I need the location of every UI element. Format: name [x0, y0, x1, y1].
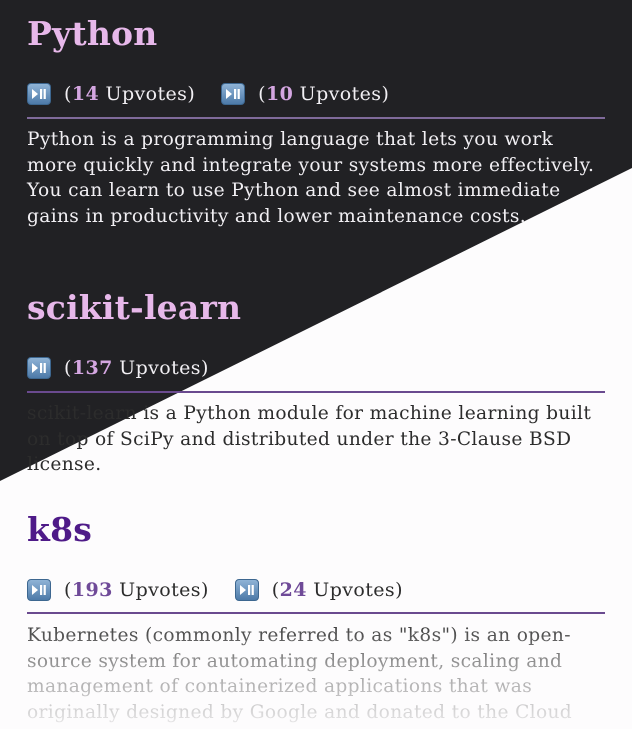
divider	[27, 391, 605, 393]
upvote-count: (14 Upvotes)	[64, 83, 196, 105]
play-pause-icon[interactable]	[234, 579, 259, 601]
entry-description: scikit-learn is a Python module for mach…	[27, 403, 592, 476]
entry-votes: (137 Upvotes)	[27, 353, 235, 383]
entry-python: Python	[27, 14, 607, 54]
entry-description: Kubernetes (commonly referred to as "k8s…	[27, 625, 573, 724]
vote-item: (10 Upvotes)	[221, 83, 389, 105]
entry-description: Python is a programming language that le…	[27, 129, 595, 228]
upvote-count: (137 Upvotes)	[64, 357, 209, 379]
divider	[27, 612, 605, 614]
entry-title: Python	[27, 14, 158, 53]
vote-item: (24 Upvotes)	[234, 579, 403, 601]
vote-item: (193 Upvotes)	[27, 579, 209, 601]
upvote-count: (193 Upvotes)	[64, 579, 209, 601]
play-pause-icon[interactable]	[221, 83, 246, 105]
upvote-count: (10 Upvotes)	[258, 83, 390, 105]
entry-title: k8s	[27, 510, 93, 549]
entry-title: scikit-learn	[27, 288, 242, 327]
entry-scikit-learn: scikit-learn	[27, 288, 607, 328]
upvote-count: (24 Upvotes)	[271, 579, 403, 601]
entry-votes: (193 Upvotes) (24 Upvotes)	[27, 575, 429, 605]
vote-item: (137 Upvotes)	[27, 357, 209, 379]
vote-item: (14 Upvotes)	[27, 83, 195, 105]
play-pause-icon[interactable]	[27, 579, 51, 601]
play-pause-icon[interactable]	[27, 83, 51, 105]
entry-k8s: k8s	[27, 510, 607, 550]
divider	[27, 117, 605, 119]
entry-votes: (14 Upvotes) (10 Upvotes)	[27, 79, 415, 109]
play-pause-icon[interactable]	[27, 357, 51, 379]
